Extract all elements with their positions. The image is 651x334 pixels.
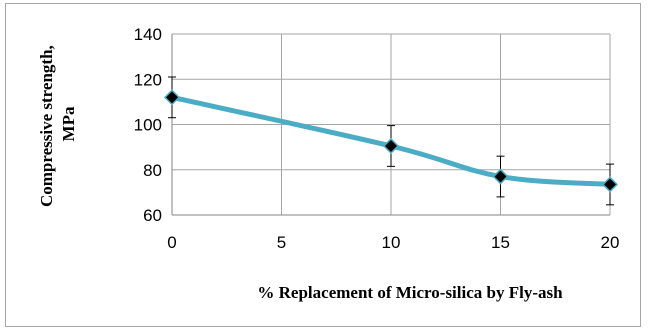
series-line [171, 94, 611, 187]
x-tick-label: 5 [277, 233, 286, 252]
y-tick-label: 140 [134, 25, 162, 44]
data-point-marker [601, 176, 619, 193]
x-tick-label: 20 [601, 233, 620, 252]
x-axis-label: % Replacement of Micro-silica by Fly-ash [257, 283, 563, 302]
y-tick-label: 100 [134, 116, 162, 135]
y-tick-label: 80 [143, 161, 162, 180]
chart-frame [5, 3, 641, 327]
x-tick-label: 0 [167, 233, 176, 252]
y-tick-label: 120 [134, 70, 162, 89]
y-axis-label-line1: Compressive strength, [37, 45, 56, 207]
y-tick-labels: 60 80 100 120 140 [134, 25, 162, 225]
y-axis-label: Compressive strength, MPa [37, 41, 78, 207]
x-tick-label: 10 [382, 233, 401, 252]
y-axis-label-line2: MPa [59, 106, 78, 141]
data-point-marker [163, 89, 181, 106]
grid-lines [171, 33, 611, 216]
x-tick-label: 15 [491, 233, 510, 252]
data-point-marker [492, 168, 509, 185]
series [163, 76, 619, 206]
data-point-marker [382, 137, 400, 155]
y-tick-label: 60 [143, 206, 162, 225]
x-tick-labels: 0 5 10 15 20 [167, 233, 619, 252]
axes [171, 34, 610, 216]
